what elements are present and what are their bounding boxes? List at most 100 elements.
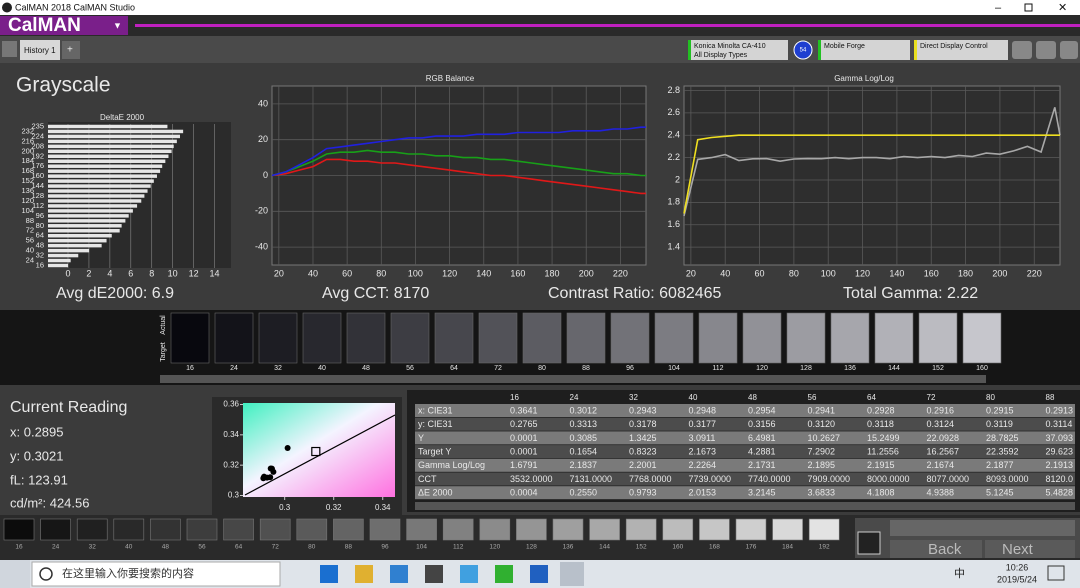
swatch-button-label: 152 [636,544,647,551]
swatch-button[interactable] [589,518,620,541]
swatch-button[interactable] [479,518,511,541]
table-cell: 22.0928 [927,433,960,443]
swatch-button[interactable] [369,518,401,541]
swatch-label: 32 [274,365,282,372]
swatch-button[interactable] [223,518,254,541]
y-tick-label: 168 [21,166,34,175]
taskbar-app[interactable] [530,565,548,583]
y-tick-label: 80 [36,221,44,230]
swatch-button[interactable] [113,518,145,541]
swatch-button[interactable] [552,518,584,541]
minimize-button[interactable]: – [995,2,1002,14]
settings-button[interactable] [1012,41,1032,59]
badge[interactable] [793,40,813,60]
source-select[interactable] [818,40,910,60]
table-cell: 0.2765 [510,419,538,429]
swatch-button[interactable] [699,518,730,541]
row-label: Y [418,433,424,443]
swatch-button[interactable] [76,518,108,541]
ime-indicator: 中 [954,567,965,580]
x-tick-label: 60 [755,268,765,278]
swatch-button[interactable] [333,518,364,541]
next-button[interactable] [985,540,1075,558]
y-tick-label: 176 [31,161,44,170]
swatch-label: 24 [230,365,238,372]
swatch [610,312,650,364]
x-tick-label: 100 [821,268,836,278]
swatch-button[interactable] [625,518,657,541]
swatch-label: 88 [582,365,590,372]
maximize-button[interactable] [1024,3,1033,12]
swatch [302,312,342,364]
swatch-button-label: 160 [672,544,683,551]
swatch-button[interactable] [3,518,35,541]
playback-buttons[interactable] [890,520,1075,536]
taskbar-app[interactable] [460,565,478,583]
table-cell: 7768.0000 [629,474,672,484]
search-box[interactable] [31,561,281,587]
target-point [311,446,321,457]
back-button[interactable] [890,540,982,558]
x-tick-label: 200 [992,268,1007,278]
x-tick-label: 0.3 [279,503,291,512]
swatch-button[interactable] [516,518,547,541]
help-button[interactable] [1036,41,1056,59]
tab[interactable] [20,40,60,60]
swatch-button[interactable] [772,518,803,541]
taskbar-app[interactable] [390,565,408,583]
x-tick-label: 40 [720,268,730,278]
y-tick-label: 64 [36,231,44,240]
column-header: 40 [689,393,698,402]
table-cell: 0.0001 [510,446,538,456]
display-select[interactable] [914,40,1008,60]
bar [48,179,154,183]
collapse-button[interactable] [1060,41,1078,59]
swatch-button[interactable] [296,518,328,541]
taskbar-app[interactable] [320,565,338,583]
y-tick-label: 0.3 [228,491,240,500]
swatch [962,312,1002,364]
swatch-button[interactable] [662,518,694,541]
y-tick-label: 2.6 [667,107,680,117]
source-status [818,40,821,60]
swatch-button[interactable] [40,518,71,541]
table-row [415,417,1075,431]
swatch-button[interactable] [406,518,437,541]
swatch-button[interactable] [808,518,840,541]
swatch-scrollbar[interactable] [160,375,986,383]
table-row [415,486,1075,500]
taskbar-app[interactable] [495,565,513,583]
close-button[interactable]: ✕ [1058,2,1067,14]
stop-button[interactable] [857,531,881,555]
swatch-button[interactable] [735,518,767,541]
table-cell: 3.0911 [689,433,716,443]
table-cell: 2.2264 [689,460,717,470]
table-cell: 0.2943 [629,405,657,415]
series-line [683,107,1061,217]
taskbar-app-active[interactable] [560,562,584,586]
table-cell: 0.3178 [629,419,657,429]
bar [48,258,71,263]
taskbar-app[interactable] [425,565,443,583]
window-title: CalMAN 2018 CalMAN Studio [15,2,135,12]
meter-sub: All Display Types [694,52,748,59]
new-tab[interactable] [62,41,80,59]
logo: CalMAN [8,15,81,36]
taskbar-app[interactable] [355,565,373,583]
swatch-button[interactable] [259,518,291,541]
swatch-button-label: 56 [198,544,206,551]
swatch-button[interactable] [186,518,218,541]
logo-box[interactable] [0,16,128,35]
swatch-button[interactable] [442,518,474,541]
start-button[interactable] [0,560,30,588]
meter-select[interactable] [688,40,788,60]
notification-button[interactable] [1047,565,1065,581]
y-tick-label: 24 [26,256,34,265]
swatch-label: 152 [932,365,944,372]
swatch-button[interactable] [150,518,181,541]
side-toggle[interactable] [2,41,17,57]
swatch-label: 96 [626,365,634,372]
table-row [415,458,1075,472]
table-scrollbar[interactable] [415,502,1075,510]
swatch-button-label: 48 [162,544,170,551]
